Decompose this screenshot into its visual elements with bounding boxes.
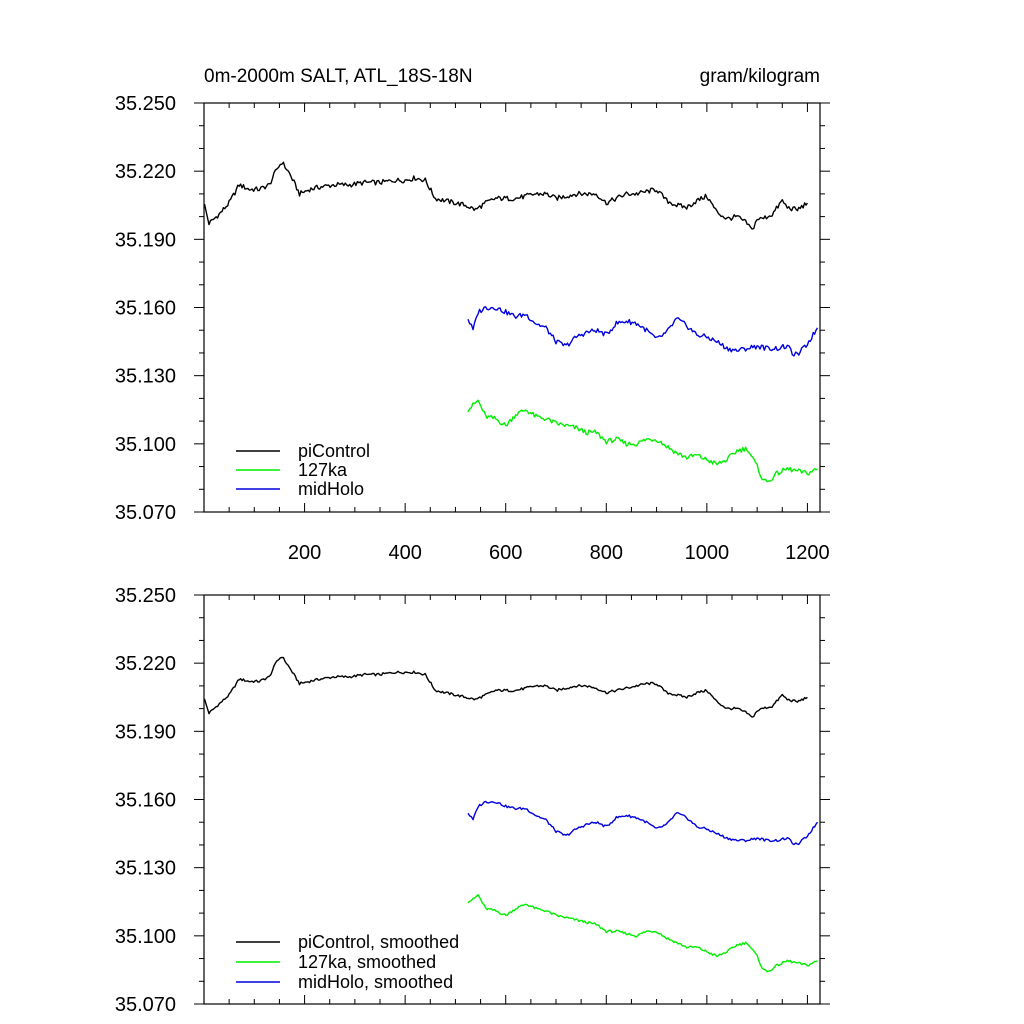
y-tick-label: 35.250 [115,93,176,115]
y-tick-label: 35.070 [115,994,176,1016]
series-line-1 [467,399,818,483]
y-tick-label: 35.100 [115,434,176,456]
y-axis-ticks [194,102,830,513]
salinity-panel-smoothed: 35.070 35.100 35.130 35.160 35.190 35.220 35.2… [115,585,830,1016]
y-tick-label: 35.190 [115,721,176,743]
y-tick-label: 35.130 [115,366,176,388]
y-axis-ticks [194,594,830,1005]
legend-label: 127ka [298,460,348,480]
legend-label: piControl, smoothed [298,932,459,952]
legend-label: midHolo, smoothed [298,972,453,992]
y-tick-label: 35.190 [115,229,176,251]
plot-frame [203,102,821,513]
legend-label: 127ka, smoothed [298,952,436,972]
x-axis-ticks [228,595,808,1004]
y-tick-label: 35.220 [115,161,176,183]
chart-title-left: 0m-2000m SALT, ATL_18S-18N [204,66,473,87]
series-line-0 [203,656,808,718]
x-tick-label: 1200 [785,542,830,564]
salinity-panel-raw: 35.070 35.100 35.130 35.160 35.190 35.220 35.2… [115,93,830,564]
y-tick-label: 35.100 [115,926,176,948]
x-tick-label: 800 [590,542,623,564]
series-line-2 [467,306,819,357]
x-axis-ticks [228,103,808,512]
legend-label: piControl [298,441,370,461]
series-line-0 [203,161,808,230]
y-tick-label: 35.070 [115,502,176,524]
series-line-2 [467,800,819,846]
chart-title-right: gram/kilogram [700,66,820,87]
x-tick-label: 600 [489,542,522,564]
y-tick-label: 35.220 [115,653,176,675]
x-tick-label: 1000 [685,542,730,564]
y-tick-label: 35.250 [115,585,176,607]
x-tick-label: 200 [288,542,321,564]
plot-frame [203,594,821,1005]
y-tick-label: 35.160 [115,790,176,812]
y-tick-label: 35.130 [115,858,176,880]
y-tick-label: 35.160 [115,298,176,320]
legend-label: midHolo [298,479,364,499]
series-line-1 [467,894,818,973]
x-tick-label: 400 [388,542,421,564]
